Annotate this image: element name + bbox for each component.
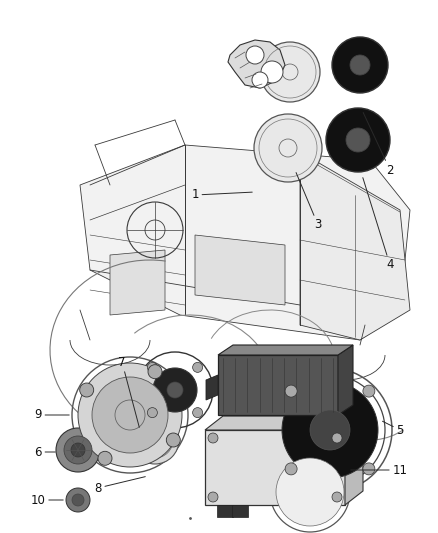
Circle shape	[193, 362, 203, 373]
Text: 11: 11	[351, 464, 407, 477]
Circle shape	[363, 385, 375, 397]
Circle shape	[166, 433, 180, 447]
Circle shape	[285, 463, 297, 475]
Circle shape	[310, 410, 350, 450]
Circle shape	[147, 408, 157, 418]
Circle shape	[326, 108, 390, 172]
Circle shape	[98, 451, 112, 465]
Circle shape	[332, 433, 342, 443]
Circle shape	[72, 494, 84, 506]
Circle shape	[153, 368, 197, 412]
Polygon shape	[218, 355, 338, 415]
Circle shape	[246, 46, 264, 64]
Circle shape	[148, 365, 162, 379]
Polygon shape	[218, 345, 353, 355]
Text: 8: 8	[94, 477, 145, 495]
Circle shape	[78, 363, 182, 467]
Circle shape	[92, 377, 168, 453]
Text: 5: 5	[382, 421, 404, 437]
Circle shape	[350, 55, 370, 75]
Circle shape	[80, 383, 94, 397]
Circle shape	[137, 422, 173, 458]
Polygon shape	[232, 505, 248, 517]
Text: 7: 7	[118, 356, 139, 427]
Polygon shape	[338, 345, 353, 415]
Polygon shape	[110, 250, 165, 315]
Circle shape	[71, 443, 85, 457]
Circle shape	[167, 382, 183, 398]
Text: 4: 4	[363, 177, 394, 271]
Circle shape	[131, 416, 179, 464]
Polygon shape	[300, 152, 410, 340]
Polygon shape	[205, 430, 345, 505]
Circle shape	[346, 128, 370, 152]
Circle shape	[193, 408, 203, 418]
Circle shape	[285, 385, 297, 397]
Circle shape	[66, 488, 90, 512]
Circle shape	[363, 463, 375, 475]
Text: 1: 1	[191, 189, 252, 201]
Polygon shape	[80, 145, 410, 340]
Polygon shape	[217, 505, 233, 517]
Circle shape	[252, 72, 268, 88]
Circle shape	[282, 382, 378, 478]
Text: 9: 9	[34, 408, 69, 422]
Circle shape	[147, 362, 157, 373]
Text: 2: 2	[363, 112, 394, 176]
Text: 6: 6	[34, 446, 55, 458]
Circle shape	[56, 428, 100, 472]
Polygon shape	[195, 235, 285, 305]
Circle shape	[261, 61, 283, 83]
Circle shape	[64, 436, 92, 464]
Polygon shape	[228, 40, 285, 88]
Polygon shape	[206, 375, 218, 400]
Circle shape	[208, 433, 218, 443]
Text: 3: 3	[296, 173, 321, 231]
Circle shape	[332, 492, 342, 502]
Circle shape	[208, 492, 218, 502]
Circle shape	[260, 42, 320, 102]
Circle shape	[276, 458, 344, 526]
Text: 10: 10	[31, 494, 63, 506]
Polygon shape	[345, 416, 363, 505]
Polygon shape	[205, 416, 363, 430]
Circle shape	[332, 37, 388, 93]
Circle shape	[254, 114, 322, 182]
